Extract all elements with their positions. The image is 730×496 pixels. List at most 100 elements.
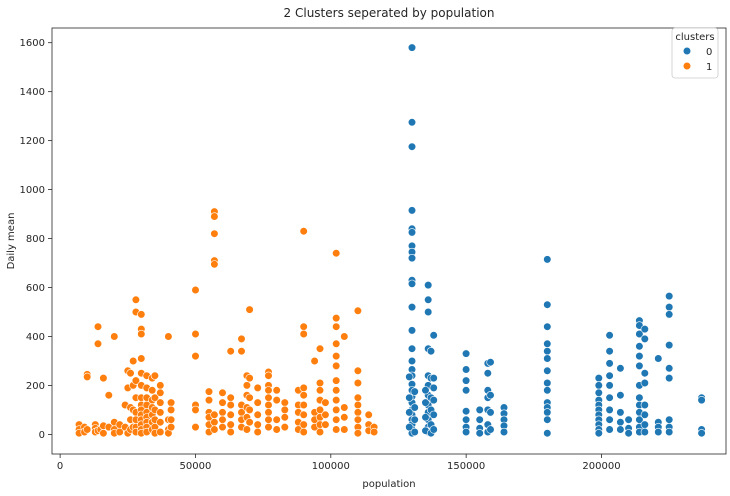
- data-point: [665, 341, 674, 350]
- data-point: [264, 415, 273, 424]
- data-point: [280, 423, 289, 432]
- data-point: [697, 429, 706, 438]
- data-point: [237, 334, 246, 344]
- data-point: [210, 229, 219, 238]
- data-point: [616, 364, 625, 373]
- data-point: [299, 322, 308, 331]
- data-point: [616, 391, 625, 400]
- data-point: [191, 405, 200, 415]
- data-point: [429, 383, 438, 393]
- data-point: [253, 383, 262, 393]
- data-point: [204, 387, 214, 396]
- data-point: [605, 371, 614, 380]
- data-point: [167, 415, 176, 424]
- data-point: [167, 398, 176, 407]
- legend-label-1: 1: [706, 62, 712, 73]
- data-point: [421, 398, 430, 407]
- x-tick-label: 50000: [180, 461, 212, 472]
- legend-label-0: 0: [706, 47, 712, 58]
- data-point: [156, 381, 165, 390]
- data-point: [264, 423, 273, 432]
- data-point: [226, 427, 235, 437]
- data-point: [104, 391, 113, 400]
- plot-frame: [51, 27, 727, 455]
- x-tick-label: 150000: [447, 461, 485, 472]
- data-point: [332, 352, 341, 361]
- plot-points: [74, 43, 706, 438]
- data-point: [93, 322, 103, 331]
- data-point: [605, 381, 614, 390]
- data-point: [605, 347, 614, 356]
- data-point: [210, 410, 219, 419]
- data-point: [616, 408, 625, 417]
- data-point: [353, 408, 363, 417]
- data-point: [245, 418, 254, 427]
- data-point: [253, 398, 262, 407]
- data-point: [353, 393, 363, 402]
- data-point: [640, 400, 649, 410]
- data-point: [543, 429, 552, 438]
- data-point: [210, 418, 219, 427]
- data-point: [191, 352, 200, 361]
- data-point: [99, 374, 108, 383]
- y-tick-label: 1000: [20, 185, 45, 196]
- data-point: [594, 388, 603, 397]
- data-point: [654, 427, 663, 437]
- data-point: [486, 358, 495, 367]
- data-point: [353, 400, 363, 410]
- data-point: [543, 339, 552, 348]
- data-point: [299, 427, 308, 437]
- data-point: [83, 372, 92, 382]
- data-point: [426, 347, 436, 356]
- data-point: [543, 408, 552, 417]
- data-point: [131, 376, 140, 385]
- y-tick-label: 400: [26, 332, 45, 343]
- data-point: [156, 398, 165, 407]
- data-point: [407, 254, 417, 263]
- data-point: [405, 408, 414, 417]
- data-point: [665, 364, 674, 373]
- data-point: [191, 285, 200, 295]
- data-point: [321, 420, 330, 429]
- data-point: [475, 429, 484, 438]
- data-point: [605, 415, 614, 424]
- data-point: [332, 249, 341, 258]
- data-point: [405, 372, 414, 382]
- x-tick-label: 100000: [312, 461, 350, 472]
- data-point: [405, 393, 414, 402]
- data-point: [543, 347, 552, 356]
- data-point: [407, 43, 417, 52]
- data-point: [245, 393, 254, 402]
- data-point: [315, 378, 325, 388]
- data-point: [407, 279, 417, 288]
- data-point: [280, 398, 289, 407]
- data-point: [543, 255, 552, 264]
- data-point: [299, 227, 308, 236]
- data-point: [475, 405, 484, 415]
- data-point: [148, 386, 157, 395]
- data-point: [253, 410, 262, 419]
- data-point: [462, 407, 471, 416]
- data-point: [245, 405, 254, 415]
- y-tick-label: 1200: [20, 136, 45, 147]
- legend-marker-1: [682, 61, 692, 71]
- data-point: [429, 410, 438, 419]
- data-point: [594, 374, 603, 383]
- data-point: [486, 425, 495, 434]
- data-point: [332, 386, 341, 395]
- data-point: [462, 427, 471, 437]
- data-point: [605, 331, 614, 340]
- data-point: [605, 359, 614, 368]
- data-point: [150, 371, 159, 380]
- data-point: [299, 391, 308, 400]
- data-point: [543, 366, 552, 375]
- y-tick-label: 600: [26, 283, 45, 294]
- data-point: [486, 408, 495, 417]
- data-point: [99, 429, 108, 438]
- y-tick-label: 1400: [20, 87, 45, 98]
- data-point: [167, 405, 176, 415]
- data-point: [272, 425, 281, 434]
- data-point: [543, 322, 552, 331]
- data-point: [167, 423, 176, 432]
- data-point: [332, 376, 341, 385]
